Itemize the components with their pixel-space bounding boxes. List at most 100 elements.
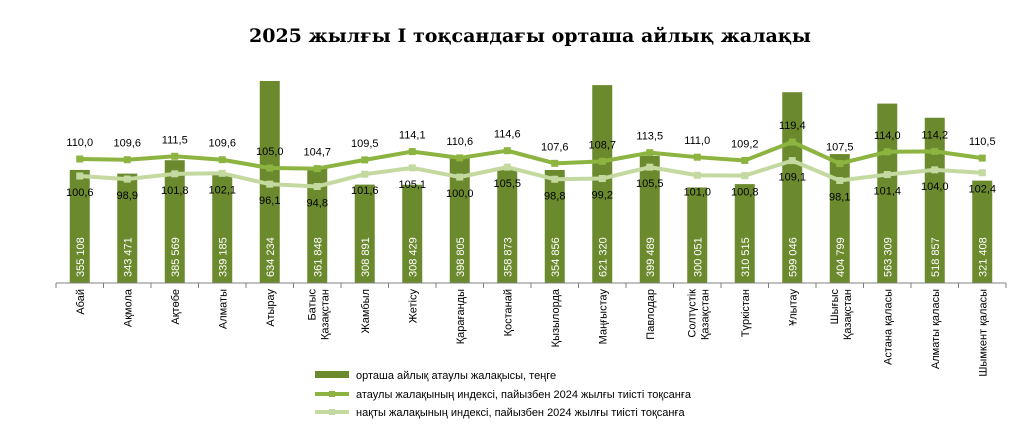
category-label-19: Шымкент қаласы [977,289,989,377]
legend-swatch-bars [315,371,349,378]
bar-0 [69,169,90,283]
bar-value-label-16: 404 799 [835,237,847,277]
bar-12 [639,155,660,283]
nominal-index-point-4 [266,164,274,172]
category-label-18: Алматы қаласы [930,289,942,369]
category-label-17: Астана қаласы [882,289,894,365]
nominal-label-8: 110,6 [446,136,473,148]
bar-3 [212,174,233,283]
category-label-11: Маңғыстау [597,289,609,345]
real-index-point-13 [693,171,701,179]
bar-value-label-7: 308 429 [407,237,419,277]
real-label-18: 104,0 [921,181,949,193]
real-label-5: 94,8 [307,197,328,209]
ticks-layer [55,283,1007,288]
nominal-index-point-13 [693,153,701,161]
real-index-point-15 [788,157,796,165]
bars-layer [69,81,993,283]
bar-value-label-19: 321 408 [977,237,989,277]
legend-label-bars: орташа айлық атаулы жалақысы, теңге [356,370,556,382]
nominal-index-line [79,140,983,171]
category-label-4: Атырау [265,289,277,327]
category-label-6: Жамбыл [360,289,372,333]
real-label-12: 105,5 [636,178,664,190]
category-label-16-1: Қазақстан [842,289,854,340]
nominal-label-16: 107,5 [826,142,854,154]
bar-13 [687,187,708,283]
nominal-index-point-11 [598,157,606,165]
lines-layer [76,138,986,190]
category-label-10: Қызылорда [550,288,562,347]
category-label-13-1: Қазақстан [699,289,711,340]
nominal-label-10: 107,6 [541,141,569,153]
real-label-19: 102,4 [968,184,996,196]
nominal-label-5: 104,7 [303,147,331,159]
real-label-11: 99,2 [592,190,613,202]
nominal-label-15: 119,4 [779,120,806,132]
bar-10 [544,169,565,283]
bar-value-label-2: 385 569 [170,237,182,277]
real-index-point-14 [741,172,749,180]
nominal-index-point-17 [883,148,891,156]
bar-2 [164,160,185,283]
real-label-1: 98,9 [117,190,138,202]
real-label-0: 100,6 [66,187,94,199]
real-index-point-12 [646,163,654,171]
real-label-3: 102,1 [208,184,236,196]
real-label-8: 100,0 [446,188,474,200]
bar-value-label-14: 310 515 [740,237,752,277]
category-label-9: Қостанай [502,289,514,336]
nominal-label-18: 114,2 [921,129,948,141]
category-label-0: Абай [75,289,87,315]
bar-5 [307,167,328,283]
real-label-15: 109,1 [778,172,806,184]
bar-value-label-15: 599 046 [787,237,799,277]
chart-title: 2025 жылғы I тоқсандағы орташа айлық жал… [249,25,811,47]
nominal-index-point-10 [551,159,559,167]
nominal-label-0: 110,0 [66,137,93,149]
nominal-index-point-18 [931,147,939,155]
nominal-index-point-19 [978,154,986,162]
legend-swatch-nominal-marker [329,391,335,397]
nominal-index-point-2 [171,152,179,160]
nominal-index-point-9 [503,147,511,155]
real-index-point-17 [883,171,891,179]
nominal-index-point-7 [408,148,416,156]
category-label-5-1: Қазақстан [319,289,331,340]
nominal-label-6: 109,5 [351,138,379,150]
bar-value-label-5: 361 848 [312,237,324,277]
bar-value-label-9: 358 873 [502,237,514,277]
category-label-12: Павлодар [645,289,657,340]
real-index-point-5 [313,182,321,190]
real-index-point-7 [408,164,416,172]
nominal-label-12: 113,5 [636,131,663,143]
nominal-index-point-8 [456,154,464,162]
real-label-16: 98,1 [829,192,850,204]
real-label-7: 105,1 [398,179,426,191]
category-label-3: Алматы [217,289,229,329]
nominal-label-2: 111,5 [162,134,188,146]
nominal-index-point-3 [218,156,226,164]
bar-value-label-4: 634 234 [265,237,277,277]
real-index-point-2 [171,170,179,178]
real-index-point-19 [978,169,986,177]
legend-label-real: нақты жалақының индексі, пайызбен 2024 ж… [356,407,685,419]
category-label-5-0: Батыс [306,289,318,321]
real-index-point-1 [123,175,131,183]
nominal-label-7: 114,1 [399,130,426,142]
bar-6 [354,184,375,283]
bar-value-label-6: 308 891 [360,237,372,277]
nominal-label-4: 105,0 [256,146,284,158]
bar-value-label-10: 354 856 [550,237,562,277]
bar-8 [449,155,470,283]
real-index-point-8 [456,173,464,181]
categories-layer: Абай Ақмола Ақтөбе Алматы Атырау Батыс Қазақст… [75,288,990,377]
real-index-point-18 [931,166,939,174]
category-label-15: Ұлытау [787,289,799,326]
real-index-point-3 [218,169,226,177]
nominal-index-point-15 [788,138,796,146]
bar-value-label-3: 339 185 [217,237,229,277]
bar-1 [117,173,138,283]
real-index-point-11 [598,175,606,183]
nominal-label-19: 110,5 [969,136,996,148]
